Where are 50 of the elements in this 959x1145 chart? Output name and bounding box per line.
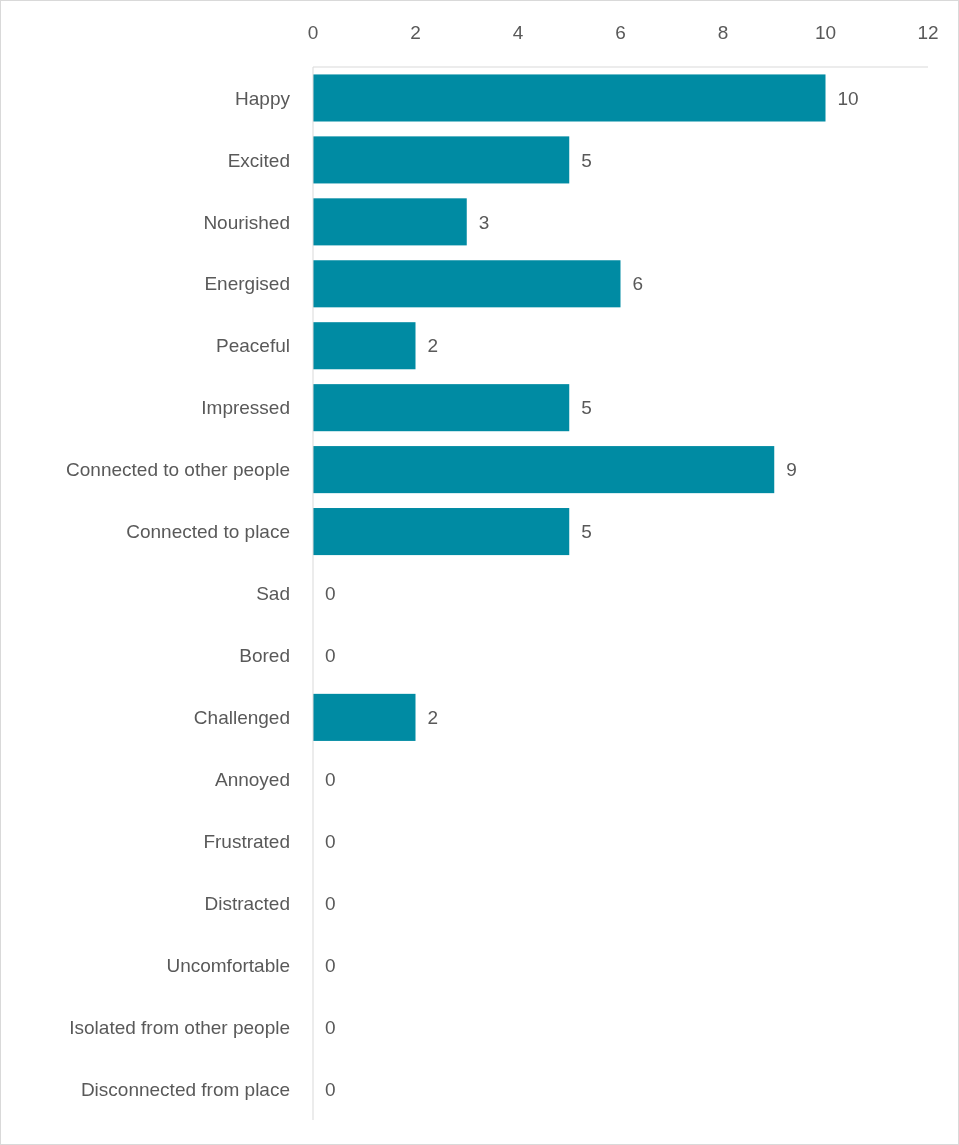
data-label: 0 xyxy=(325,645,336,667)
data-label: 0 xyxy=(325,768,336,790)
bar xyxy=(313,74,826,122)
y-tick-label: Uncomfortable xyxy=(166,954,290,976)
data-label: 6 xyxy=(632,273,644,295)
x-tick-label: 4 xyxy=(512,22,524,43)
bar xyxy=(313,322,416,370)
data-label: 2 xyxy=(427,335,439,357)
y-tick-label: Disconnected from place xyxy=(80,1078,290,1100)
y-tick-label: Energised xyxy=(204,273,290,295)
data-label: 5 xyxy=(581,397,592,419)
data-label: 3 xyxy=(478,211,490,233)
x-tick-label: 2 xyxy=(410,22,421,43)
data-label: 0 xyxy=(325,1016,336,1038)
y-tick-label: Annoyed xyxy=(214,768,290,790)
x-tick-label: 6 xyxy=(615,22,626,43)
x-tick-label: 0 xyxy=(307,22,319,43)
bar xyxy=(313,260,621,308)
y-tick-label: Bored xyxy=(239,645,290,667)
data-label: 0 xyxy=(325,583,336,605)
bar xyxy=(313,136,570,184)
x-tick-label: 12 xyxy=(917,22,939,43)
y-tick-label: Distracted xyxy=(204,892,290,914)
y-tick-label: Frustrated xyxy=(203,830,290,852)
data-label: 5 xyxy=(581,521,592,543)
data-label: 9 xyxy=(786,459,797,481)
bar xyxy=(313,198,467,246)
data-label: 0 xyxy=(325,892,336,914)
data-label: 0 xyxy=(325,1078,336,1100)
y-tick-label: Peaceful xyxy=(216,335,290,357)
x-tick-label: 10 xyxy=(814,22,837,43)
y-tick-label: Nourished xyxy=(203,211,290,233)
bar xyxy=(313,384,570,432)
bar xyxy=(313,508,570,556)
y-tick-label: Connected to other people xyxy=(66,459,290,481)
y-tick-label: Connected to place xyxy=(126,521,290,543)
y-tick-label: Happy xyxy=(235,87,291,109)
data-label: 0 xyxy=(325,830,336,852)
y-tick-label: Isolated from other people xyxy=(69,1016,290,1038)
data-label: 5 xyxy=(581,149,592,171)
x-tick-label: 8 xyxy=(717,22,729,43)
y-tick-label: Excited xyxy=(227,149,290,171)
bar xyxy=(313,446,775,494)
y-tick-label: Sad xyxy=(256,583,290,605)
y-tick-label: Impressed xyxy=(201,397,290,419)
data-label: 0 xyxy=(325,954,336,976)
bar xyxy=(313,693,416,741)
y-tick-label: Challenged xyxy=(193,707,290,729)
data-label: 10 xyxy=(837,87,859,109)
data-label: 2 xyxy=(427,707,439,729)
